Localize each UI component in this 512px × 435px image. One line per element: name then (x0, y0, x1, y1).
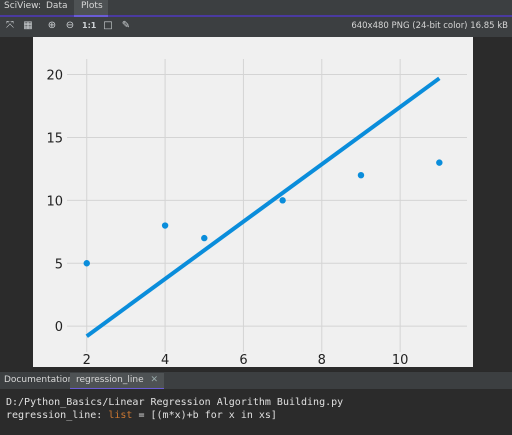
doc-file-path: D:/Python_Basics/Linear Regression Algor… (6, 397, 344, 408)
data-point (357, 171, 365, 179)
close-icon[interactable]: ✕ (150, 375, 159, 385)
y-tick-label: 0 (55, 320, 63, 335)
documentation-label: Documentation: (4, 375, 77, 385)
tab-regression-line[interactable]: regression_line ✕ (70, 373, 165, 390)
data-point (201, 234, 208, 242)
sciview-label: SciView: (4, 1, 42, 11)
data-point (436, 159, 443, 166)
tab-plots-active[interactable]: Plots (74, 0, 108, 17)
data-point (83, 260, 90, 267)
image-info: 640x480 PNG (24-bit color) 16.85 kB (351, 21, 508, 31)
zoom-in-icon[interactable]: ⊕ (47, 20, 57, 31)
background-icon[interactable]: □ (103, 20, 113, 31)
zoom-out-icon[interactable]: ⊖ (65, 20, 75, 31)
plot-image: 2 4 6 8 10 0 5 10 15 20 (33, 37, 473, 367)
regression-line (85, 76, 441, 338)
data-point (161, 222, 169, 229)
actual-size-icon[interactable]: 1:1 (82, 21, 97, 30)
tab-data[interactable]: Data (46, 1, 68, 11)
y-tick-label: 15 (46, 131, 63, 146)
y-tick-label: 10 (46, 194, 63, 209)
eyedropper-icon[interactable]: ✎ (121, 20, 131, 31)
doc-sig-value: = [(m*x)+b for x in xs] (132, 410, 277, 421)
scatter-chart: 2 4 6 8 10 0 5 10 15 20 (46, 59, 467, 367)
grid-icon[interactable]: ▦ (23, 20, 33, 31)
doc-signature: regression_line: list = [(m*x)+b for x i… (6, 410, 277, 421)
doc-sig-name: regression_line: (6, 410, 109, 421)
x-tick-label: 8 (318, 353, 326, 367)
tab-plots[interactable]: Plots (81, 1, 103, 11)
sciview-tabbar: SciView: Data Plots (0, 0, 512, 17)
doc-sig-type: list (108, 410, 133, 421)
y-tick-label: 5 (55, 257, 63, 272)
x-tick-label: 2 (83, 353, 91, 367)
x-tick-label: 6 (239, 353, 247, 367)
documentation-bar: Documentation: regression_line ✕ (0, 371, 512, 390)
x-tick-label: 10 (392, 353, 409, 367)
doc-tab-label: regression_line (76, 375, 144, 385)
plot-toolbar: ⤧ ▦ ⊕ ⊖ 1:1 □ ✎ 640x480 PNG (24-bit colo… (0, 17, 512, 37)
fit-icon[interactable]: ⤧ (6, 20, 14, 31)
x-tick-label: 4 (161, 353, 169, 367)
data-point (279, 197, 286, 204)
documentation-panel: D:/Python_Basics/Linear Regression Algor… (0, 389, 512, 435)
y-tick-label: 20 (46, 69, 63, 84)
